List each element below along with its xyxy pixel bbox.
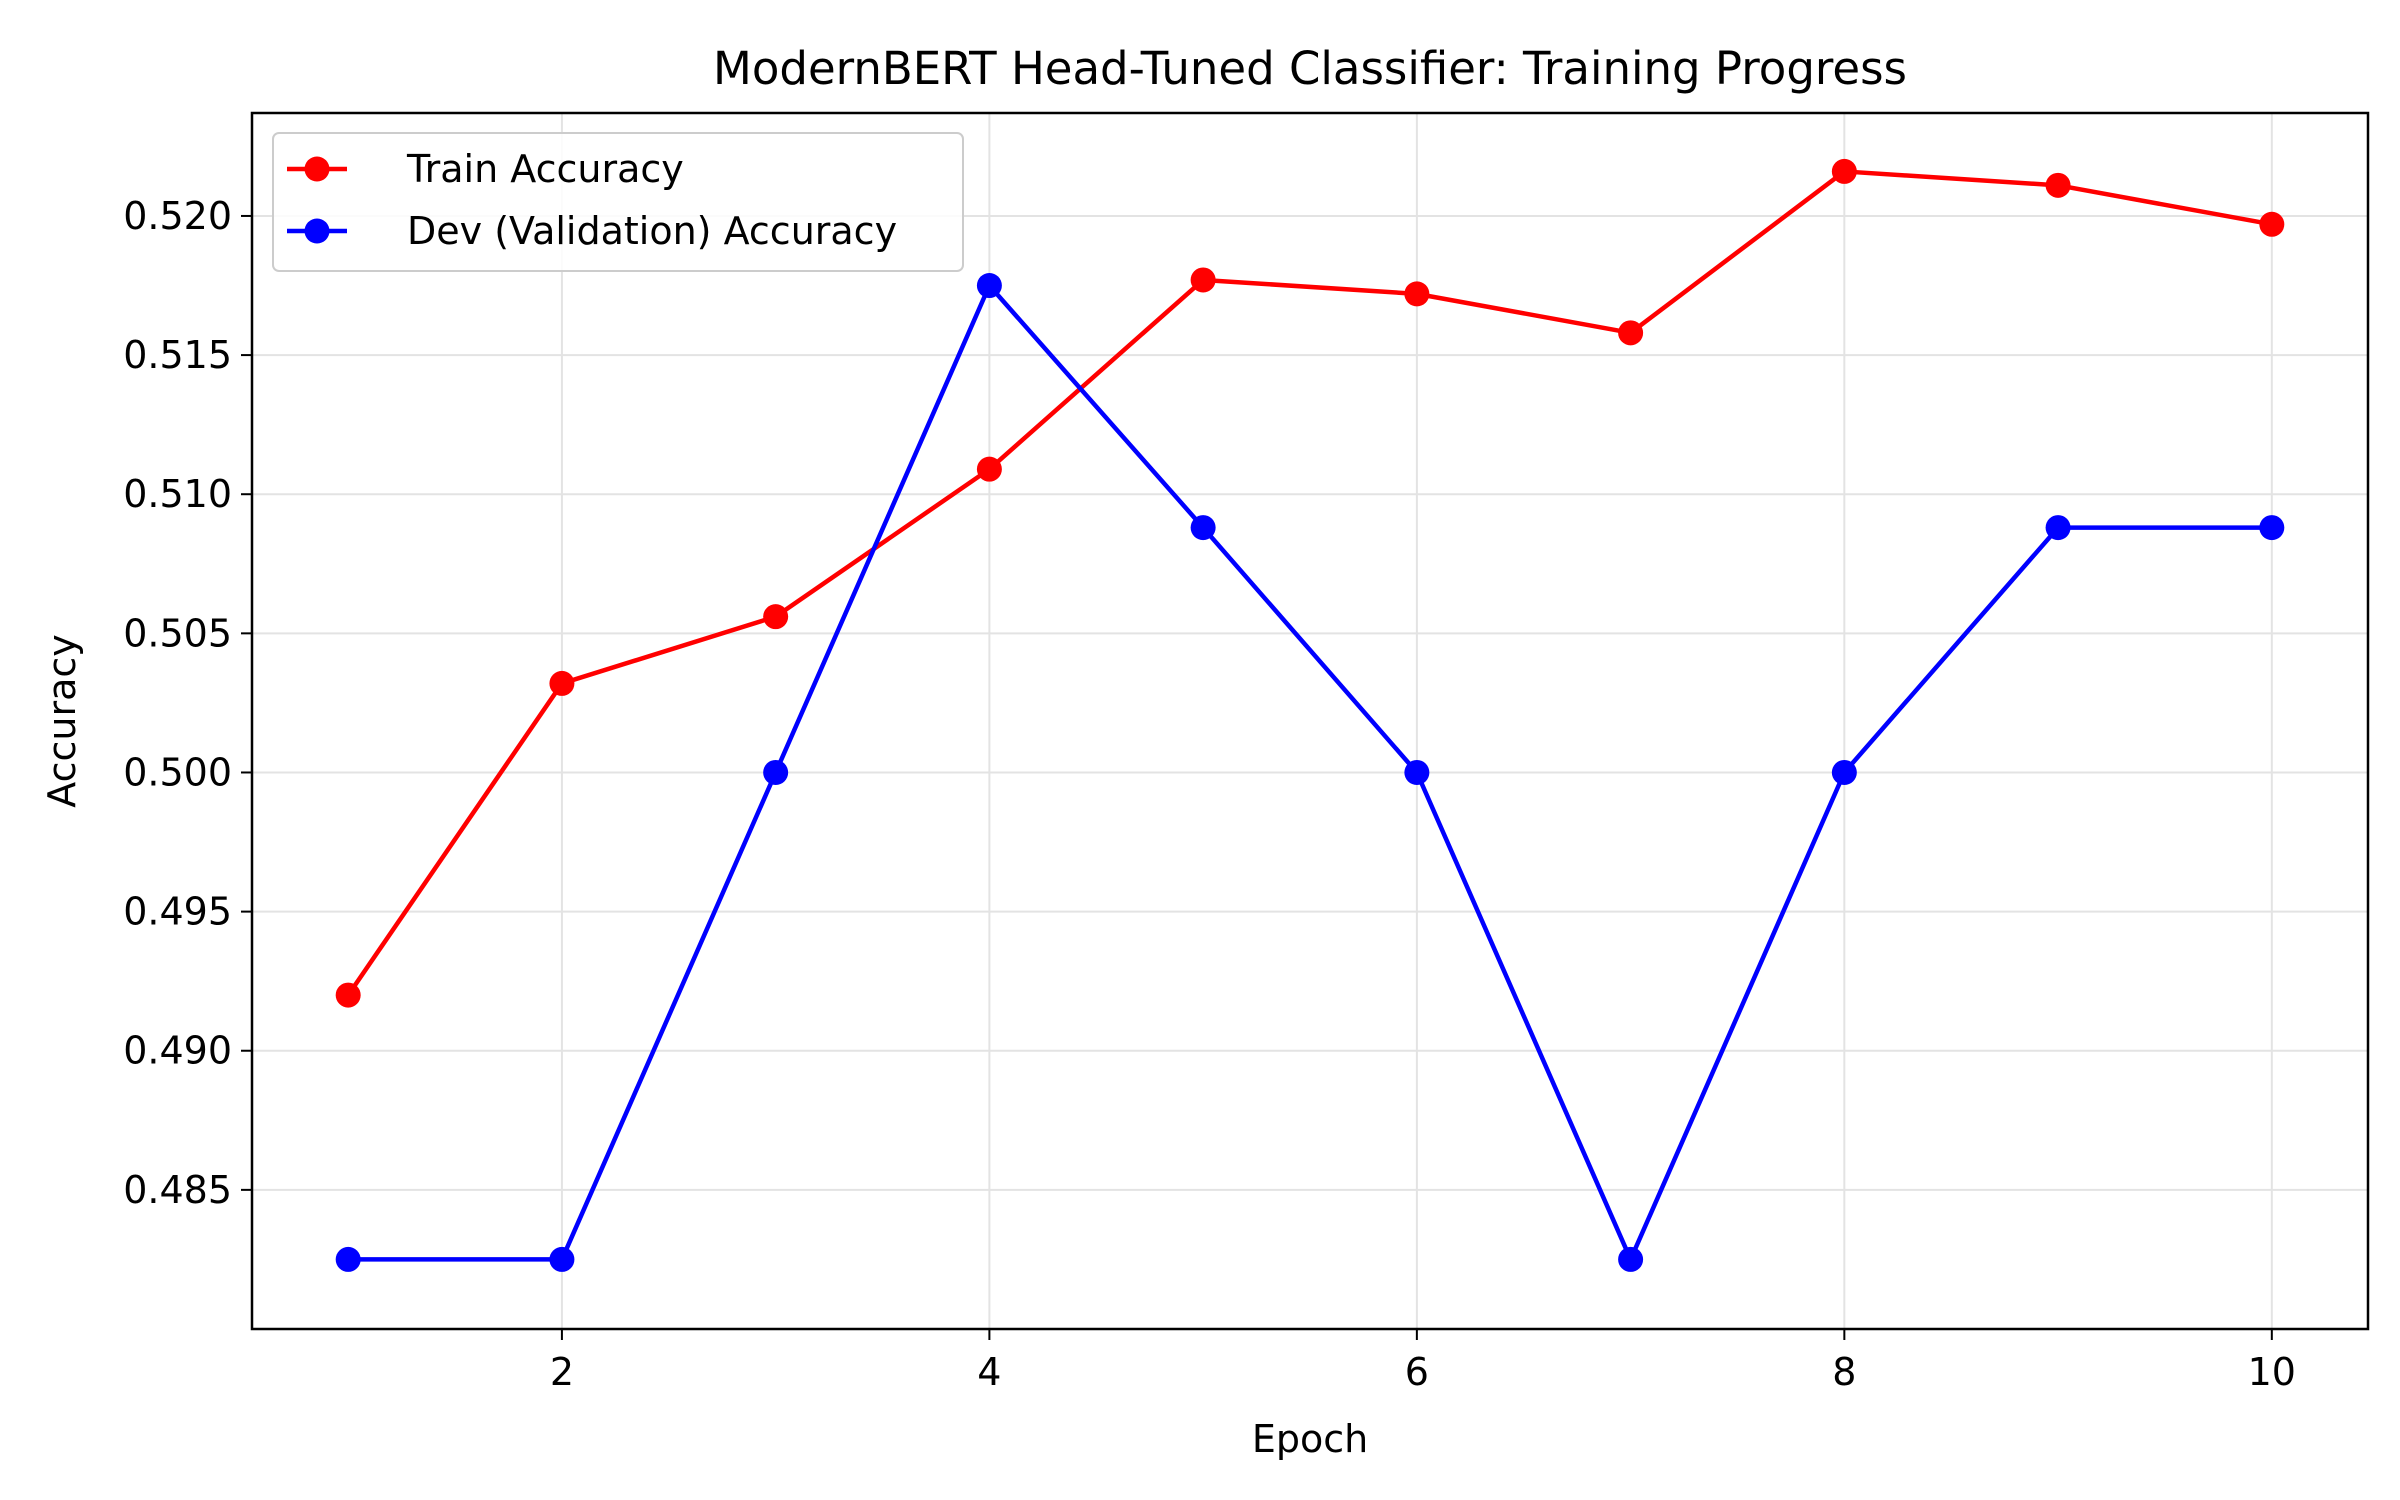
data-point	[1618, 1246, 1644, 1272]
legend-label: Train Accuracy	[406, 147, 684, 191]
data-point	[763, 604, 789, 630]
series-dev-accuracy	[335, 273, 2285, 1272]
data-point	[1404, 759, 1430, 785]
x-axis-title: Epoch	[1252, 1417, 1368, 1461]
data-point	[335, 1246, 361, 1272]
y-tick-label: 0.505	[123, 611, 232, 655]
legend-box	[272, 132, 964, 272]
x-axis-ticks: 2 4 6 8 10	[550, 1329, 2296, 1394]
series-line	[348, 283, 2272, 1262]
y-tick-label: 0.515	[123, 333, 232, 377]
x-tick-label: 8	[1832, 1350, 1856, 1394]
y-tick-label: 0.520	[123, 194, 232, 238]
series-layer	[335, 158, 2285, 1272]
data-point	[1190, 515, 1216, 541]
legend-label: Dev (Validation) Accuracy	[407, 209, 897, 253]
legend-entry: Dev (Validation) Accuracy	[287, 209, 897, 253]
y-tick-label: 0.485	[123, 1168, 232, 1212]
data-point	[1404, 281, 1430, 307]
series-line	[346, 169, 2273, 997]
data-point	[549, 1246, 575, 1272]
y-axis-title: Accuracy	[40, 634, 84, 808]
y-tick-label: 0.495	[123, 890, 232, 934]
x-tick-label: 2	[550, 1350, 574, 1394]
y-axis-ticks: 0.485 0.490 0.495 0.500 0.505 0.510 0.515 0.520	[123, 194, 252, 1212]
chart-title: ModernBERT Head-Tuned Classifier: Traini…	[713, 42, 1907, 95]
data-point	[2045, 515, 2071, 541]
x-tick-label: 10	[2248, 1350, 2296, 1394]
data-point	[1831, 759, 1857, 785]
x-tick-label: 4	[977, 1350, 1001, 1394]
data-point	[2045, 172, 2071, 198]
y-tick-label: 0.500	[123, 750, 232, 794]
legend-entry: Train Accuracy	[287, 147, 684, 191]
legend: Train Accuracy Dev (Validation) Accuracy	[272, 132, 964, 272]
data-point	[2259, 211, 2285, 237]
x-tick-label: 6	[1405, 1350, 1429, 1394]
grid-lines	[252, 113, 2368, 1329]
legend-marker	[304, 218, 330, 244]
plot-area-frame	[250, 111, 2370, 1331]
data-point	[2259, 515, 2285, 541]
y-tick-label: 0.510	[123, 472, 232, 516]
y-tick-label: 0.490	[123, 1029, 232, 1073]
data-point	[1618, 320, 1644, 346]
series-train-accuracy	[335, 158, 2285, 1008]
data-point	[1190, 267, 1216, 293]
data-point	[335, 982, 361, 1008]
data-point	[976, 456, 1002, 482]
data-point	[1831, 158, 1857, 184]
legend-marker	[304, 156, 330, 182]
data-point	[549, 670, 575, 696]
data-point	[763, 759, 789, 785]
data-point	[976, 273, 1002, 299]
